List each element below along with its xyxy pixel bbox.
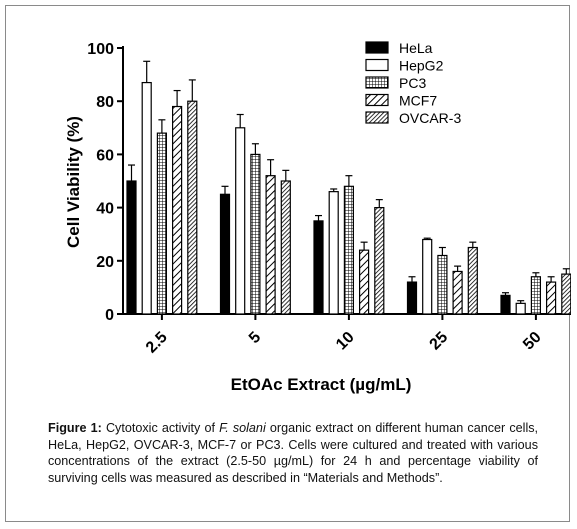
x-tick-label: 25 bbox=[427, 329, 452, 354]
bar bbox=[328, 191, 339, 315]
caption-label: Figure 1: bbox=[48, 421, 102, 435]
bar bbox=[313, 220, 324, 315]
bar bbox=[343, 185, 354, 315]
figure-frame: 0 20 40 60 80 100 2.5 5 10 25 50 HeLa HepG2 PC3 MCF7 O… bbox=[5, 5, 571, 522]
legend-swatch bbox=[365, 93, 389, 107]
bar bbox=[126, 180, 137, 315]
y-tick-label: 0 bbox=[105, 307, 114, 324]
bar bbox=[141, 81, 152, 315]
bar bbox=[280, 180, 291, 315]
bar bbox=[530, 276, 542, 315]
legend-swatch bbox=[365, 111, 389, 124]
bar bbox=[422, 238, 433, 315]
legend-swatch bbox=[365, 76, 389, 89]
bar bbox=[187, 100, 198, 315]
y-axis-label: Cell Viability (%) bbox=[64, 116, 83, 248]
x-tick-label: 50 bbox=[520, 329, 545, 354]
bar bbox=[265, 175, 276, 315]
bar bbox=[235, 127, 246, 315]
y-tick-label: 100 bbox=[87, 41, 114, 58]
legend-label: HepG2 bbox=[399, 58, 444, 74]
bars bbox=[126, 60, 571, 315]
bar bbox=[250, 153, 261, 315]
caption-species: F. solani bbox=[219, 421, 266, 435]
x-tick-label: 5 bbox=[246, 329, 264, 347]
caption-text-after: organic extract on different human cance… bbox=[48, 421, 539, 485]
bar bbox=[500, 294, 511, 315]
legend-label: PC3 bbox=[399, 75, 426, 91]
bar bbox=[437, 254, 448, 315]
y-tick-label: 80 bbox=[96, 94, 114, 111]
x-tick-label: 10 bbox=[333, 329, 358, 354]
bar bbox=[515, 302, 526, 315]
figure-caption: Figure 1: Cytotoxic activity of F. solan… bbox=[48, 420, 538, 486]
bar bbox=[219, 193, 231, 315]
caption-text-before: Cytotoxic activity of bbox=[105, 421, 215, 435]
bar bbox=[172, 105, 183, 315]
bar bbox=[374, 207, 385, 315]
bar bbox=[545, 281, 557, 315]
legend-label: HeLa bbox=[399, 40, 433, 56]
y-tick-label: 60 bbox=[96, 147, 114, 164]
x-axis-label: EtOAc Extract (µg/mL) bbox=[231, 375, 412, 394]
legend-swatch bbox=[365, 58, 389, 72]
bar bbox=[406, 281, 418, 315]
y-tick-label: 40 bbox=[96, 201, 114, 218]
bar bbox=[467, 246, 478, 315]
y-tick-label: 20 bbox=[96, 254, 114, 271]
legend-label: OVCAR-3 bbox=[399, 110, 461, 126]
bar bbox=[561, 273, 571, 315]
bar bbox=[359, 249, 370, 315]
legend-label: MCF7 bbox=[399, 93, 437, 109]
x-tick-label: 2.5 bbox=[143, 329, 171, 357]
legend-swatch bbox=[365, 41, 389, 54]
bar bbox=[452, 270, 463, 315]
bar bbox=[156, 132, 167, 315]
